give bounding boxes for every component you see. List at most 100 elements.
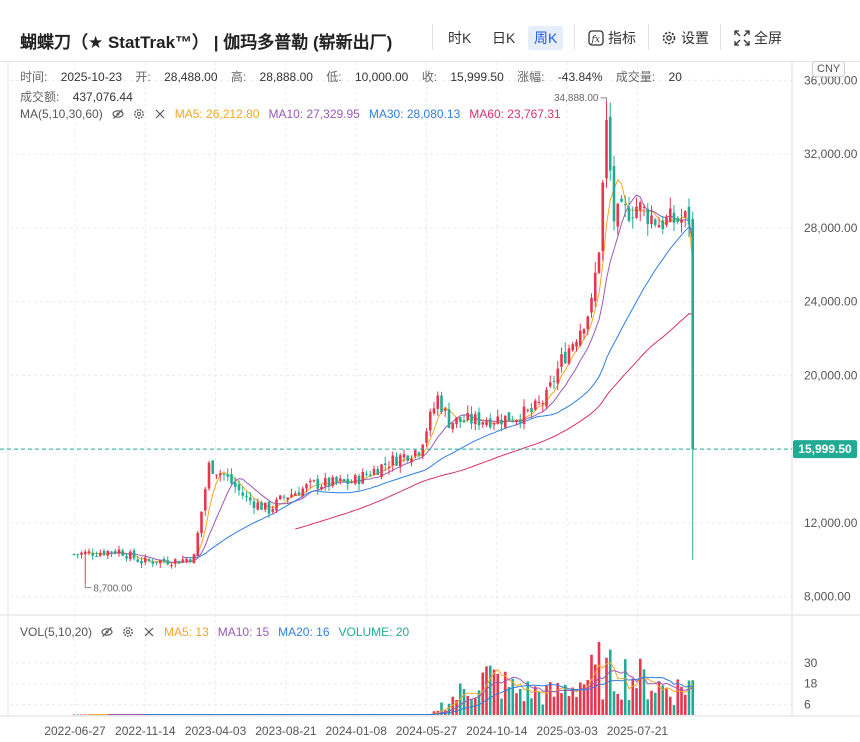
candle-body [215, 474, 218, 476]
candle-body [620, 198, 623, 202]
time-tick-label: 2023-08-21 [255, 724, 317, 738]
volume-bar [492, 669, 496, 715]
candle-body [676, 218, 680, 222]
indicator-button[interactable]: fx 指标 [588, 28, 636, 48]
candle-body [241, 492, 245, 496]
volume-average-lines [89, 662, 694, 715]
volume-bar [668, 696, 672, 715]
candle-body [473, 414, 477, 425]
gear-icon[interactable] [133, 108, 145, 120]
candle-body [391, 455, 395, 466]
gear-icon[interactable] [122, 626, 134, 638]
volume-tick-label: 30 [804, 656, 818, 670]
candle-body [642, 206, 646, 208]
candle-body [425, 431, 428, 443]
info-high: 28,888.00 [259, 70, 313, 84]
candle-body [515, 419, 518, 422]
volume-bar [597, 642, 601, 715]
volume-bar [451, 696, 455, 715]
candle-body [436, 395, 440, 409]
candle-body [522, 406, 526, 425]
close-icon[interactable] [143, 626, 155, 638]
volume-bar [612, 691, 616, 715]
volume-bar [638, 658, 642, 715]
volume-tick-label: 6 [804, 698, 811, 712]
candle-body [136, 559, 140, 562]
candle-body [680, 219, 683, 223]
candle-body [95, 555, 98, 557]
fullscreen-label: 全屏 [754, 30, 782, 46]
candle-body [312, 480, 316, 482]
time-tick-label: 2024-05-27 [396, 724, 458, 738]
candle-body [200, 511, 203, 534]
currency-badge[interactable]: CNY [812, 61, 846, 77]
candle-body [488, 418, 492, 428]
candle-body [376, 469, 380, 475]
candle-body [470, 413, 473, 424]
max-price-pointer [600, 97, 607, 101]
info-open: 28,488.00 [164, 70, 218, 84]
candle-body [432, 408, 436, 414]
volume-bar [447, 703, 451, 715]
candle-body [361, 471, 365, 484]
header-divider [720, 24, 721, 50]
candle-body [357, 475, 361, 485]
chart-axes: 8,000.0012,000.0016,000.0020,000.0024,00… [0, 62, 860, 738]
settings-button[interactable]: 设置 [661, 28, 709, 48]
candle-body [638, 202, 642, 211]
candle-body [308, 480, 312, 483]
candle-body [286, 497, 290, 500]
candle-body [691, 218, 695, 450]
volume-bar [530, 698, 533, 715]
candle-body [627, 207, 631, 221]
volume-bar [537, 691, 541, 715]
candle-body [496, 416, 500, 424]
period-week-button[interactable]: 周K [528, 26, 564, 50]
volume-ma20-line [145, 676, 693, 715]
candle-body [451, 422, 455, 430]
close-icon[interactable] [154, 108, 166, 120]
candle-body [683, 211, 687, 218]
period-day-button[interactable]: 日K [492, 30, 516, 46]
candle-body [623, 204, 627, 206]
candle-body [140, 560, 143, 564]
volume-bar [556, 682, 560, 715]
volume-bar [631, 678, 635, 715]
candle-body [518, 419, 522, 423]
candle-body [290, 494, 293, 498]
candle-body [492, 423, 496, 425]
candle-body [155, 562, 158, 564]
volume-bar [80, 714, 83, 716]
candle-body [421, 444, 425, 457]
eye-off-icon[interactable] [112, 108, 124, 120]
fullscreen-button[interactable]: 全屏 [734, 28, 782, 48]
ma60-line [295, 313, 693, 530]
candle-body [192, 554, 196, 564]
candle-body [597, 252, 601, 273]
item-title: 蝴蝶刀（★ StatTrak™） | 伽玛多普勒 (崭新出厂) [20, 33, 393, 52]
volume-bar [526, 681, 530, 715]
period-hour-button[interactable]: 时K [448, 30, 472, 46]
candle-body [608, 116, 612, 171]
candle-body [406, 455, 410, 461]
candle-body [301, 488, 305, 497]
candle-body [132, 550, 136, 559]
eye-off-icon[interactable] [101, 626, 113, 638]
candle-body [271, 509, 275, 512]
candle-body [117, 549, 121, 554]
candle-body [87, 551, 91, 554]
candle-body [185, 558, 188, 562]
ma-legend-name: MA(5,10,30,60) [20, 107, 103, 121]
volume-bar [601, 699, 605, 715]
candle-body [687, 206, 691, 225]
info-low: 10,000.00 [354, 70, 409, 84]
volume-bar [466, 695, 470, 715]
candle-body [485, 421, 488, 425]
volume-bar [477, 690, 481, 715]
candle-body [83, 551, 87, 555]
header-divider [648, 24, 649, 50]
candle-body [462, 420, 466, 422]
max-price-label: 34,888.00 [554, 93, 599, 104]
ma30-line [182, 226, 694, 559]
